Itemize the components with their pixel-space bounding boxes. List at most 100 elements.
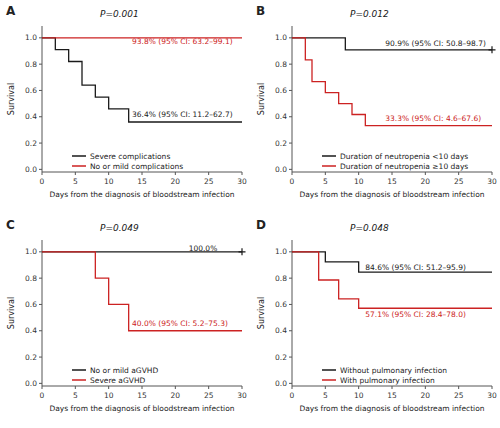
x-tick bbox=[108, 172, 109, 175]
legend: Duration of neutropenia <10 daysDuration… bbox=[322, 152, 468, 171]
x-tick bbox=[175, 386, 176, 389]
y-tick-label: 0.6 bbox=[275, 300, 287, 309]
x-tick bbox=[392, 386, 393, 389]
annotation: 40.0% (95% CI: 5.2–75.3) bbox=[132, 319, 228, 328]
x-tick-label: 0 bbox=[290, 391, 295, 400]
y-tick-label: 0.4 bbox=[25, 326, 37, 335]
x-tick-label: 10 bbox=[354, 391, 364, 400]
x-tick bbox=[108, 386, 109, 389]
x-tick-label: 30 bbox=[237, 177, 247, 186]
y-tick-label: 0.2 bbox=[25, 139, 37, 148]
y-tick-label: 1.0 bbox=[25, 247, 37, 256]
x-tick-label: 5 bbox=[323, 391, 328, 400]
x-tick bbox=[75, 386, 76, 389]
y-tick-label: 1.0 bbox=[275, 247, 287, 256]
y-tick-label: 0.4 bbox=[275, 326, 287, 335]
x-tick bbox=[292, 386, 293, 389]
x-tick-label: 25 bbox=[454, 391, 464, 400]
legend-entry: Severe aGVHD bbox=[90, 376, 146, 385]
x-tick-label: 0 bbox=[290, 177, 295, 186]
survival-curve bbox=[292, 252, 492, 272]
x-tick-label: 15 bbox=[137, 177, 147, 186]
y-tick bbox=[289, 304, 292, 305]
x-tick bbox=[142, 386, 143, 389]
survival-curve bbox=[292, 38, 492, 50]
x-tick-label: 15 bbox=[387, 177, 397, 186]
annotation: 57.1% (95% CI: 28.4–78.0) bbox=[365, 310, 466, 319]
legend-swatch bbox=[72, 379, 86, 381]
y-tick-label: 0.0 bbox=[275, 165, 287, 174]
legend-swatch bbox=[322, 379, 336, 381]
x-tick bbox=[242, 172, 243, 175]
legend-swatch bbox=[322, 155, 336, 157]
y-tick bbox=[289, 330, 292, 331]
x-tick bbox=[392, 172, 393, 175]
y-axis-label: Survival bbox=[7, 83, 16, 115]
x-tick-label: 15 bbox=[137, 391, 147, 400]
panel: BP=0.0120510152025300.00.20.40.60.81.0Da… bbox=[256, 4, 497, 199]
x-tick bbox=[325, 172, 326, 175]
y-tick bbox=[39, 251, 42, 252]
y-tick-label: 0.8 bbox=[25, 60, 37, 69]
y-tick bbox=[39, 330, 42, 331]
p-value: P=0.001 bbox=[100, 9, 139, 19]
x-axis-label: Days from the diagnosis of bloodstream i… bbox=[49, 404, 234, 413]
x-tick-label: 20 bbox=[421, 391, 431, 400]
panel-label: D bbox=[256, 218, 266, 232]
plot-area bbox=[292, 252, 492, 308]
x-tick bbox=[425, 172, 426, 175]
y-tick-label: 1.0 bbox=[275, 33, 287, 42]
p-value: P=0.012 bbox=[350, 9, 389, 19]
x-axis-label: Days from the diagnosis of bloodstream i… bbox=[299, 190, 484, 199]
x-tick bbox=[492, 386, 493, 389]
x-tick-label: 20 bbox=[171, 391, 181, 400]
y-tick-label: 0.6 bbox=[275, 86, 287, 95]
panel: CP=0.0490510152025300.00.20.40.60.81.0Da… bbox=[6, 218, 247, 413]
survival-curve bbox=[42, 252, 242, 331]
annotation: 36.4% (95% CI: 11.2–62.7) bbox=[132, 110, 233, 119]
x-tick-label: 25 bbox=[204, 391, 214, 400]
y-tick-label: 0.8 bbox=[25, 274, 37, 283]
annotation: 84.6% (95% CI: 51.2–95.9) bbox=[365, 263, 466, 272]
y-tick bbox=[289, 251, 292, 252]
legend-entry: Duration of neutropenia ≥10 days bbox=[340, 162, 468, 171]
x-tick-label: 25 bbox=[454, 177, 464, 186]
y-tick bbox=[39, 90, 42, 91]
x-tick bbox=[208, 386, 209, 389]
y-axis-label: Survival bbox=[257, 83, 266, 115]
y-tick-label: 0.0 bbox=[25, 165, 37, 174]
survival-curve bbox=[42, 38, 242, 122]
x-tick bbox=[325, 386, 326, 389]
y-tick bbox=[289, 37, 292, 38]
x-axis-label: Days from the diagnosis of bloodstream i… bbox=[49, 190, 234, 199]
legend-entry: Duration of neutropenia <10 days bbox=[340, 152, 468, 161]
annotation: 33.3% (95% CI: 4.6–67.6) bbox=[385, 114, 481, 123]
panel-label: B bbox=[256, 4, 265, 18]
legend-entry: Without pulmonary infection bbox=[340, 366, 447, 375]
x-tick-label: 20 bbox=[171, 177, 181, 186]
x-tick bbox=[292, 172, 293, 175]
x-tick-label: 15 bbox=[387, 391, 397, 400]
y-axis bbox=[292, 26, 293, 172]
legend-entry: No or mild aGVHD bbox=[90, 366, 158, 375]
panel: DP=0.0480510152025300.00.20.40.60.81.0Da… bbox=[256, 218, 497, 413]
y-tick bbox=[289, 116, 292, 117]
x-tick-label: 5 bbox=[323, 177, 328, 186]
legend-swatch bbox=[72, 165, 86, 167]
figure: A P=0.001 0 5 10 15 20 25 30 0.0 0.2 0.4 0.6 0.8 1.0 Da… bbox=[0, 0, 500, 428]
x-tick-label: 25 bbox=[204, 177, 214, 186]
censor-mark bbox=[489, 46, 496, 53]
plot-area bbox=[42, 38, 242, 122]
y-axis-label: Survival bbox=[7, 297, 16, 329]
x-tick bbox=[358, 386, 359, 389]
x-tick-label: 0 bbox=[40, 391, 45, 400]
plot-area bbox=[42, 252, 242, 331]
y-tick bbox=[39, 143, 42, 144]
annotation: 93.8% (95% CI: 63.2–99.1) bbox=[132, 37, 233, 46]
y-axis bbox=[292, 240, 293, 386]
y-axis bbox=[42, 26, 43, 172]
x-tick bbox=[142, 172, 143, 175]
x-tick-label: 30 bbox=[487, 391, 497, 400]
panel-label: A bbox=[6, 4, 16, 18]
legend-entry: Severe complications bbox=[90, 152, 170, 161]
